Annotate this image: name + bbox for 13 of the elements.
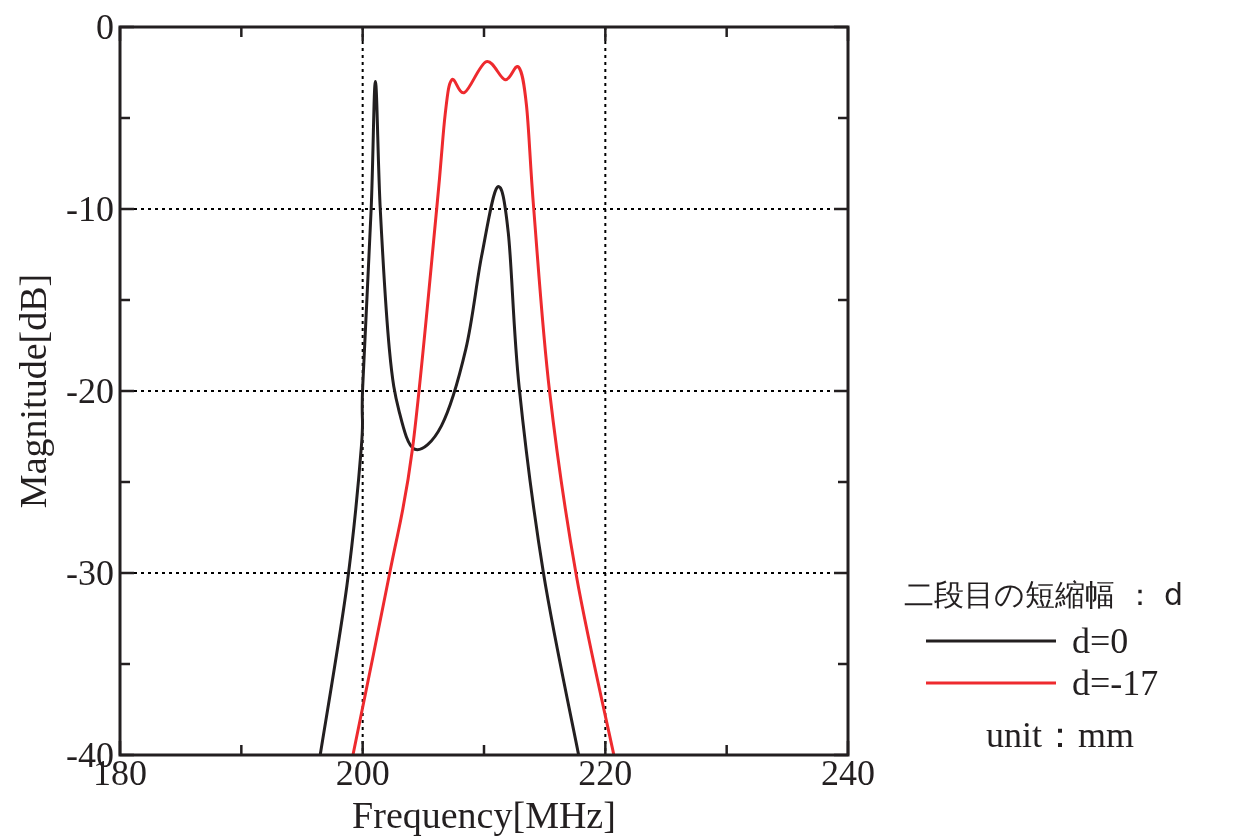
- x-tick-label: 200: [335, 753, 390, 793]
- x-axis-title: Frequency[MHz]: [352, 794, 616, 836]
- text: unit：mm: [985, 715, 1135, 755]
- legend-label: d=-17: [1072, 663, 1159, 703]
- y-tick-label: -10: [66, 189, 114, 229]
- y-tick-label: 0: [96, 7, 114, 47]
- y-tick-label: -20: [66, 371, 114, 411]
- y-axis-title: Magnitude[dB]: [12, 273, 54, 509]
- legend-title: 二段目の短縮幅 ： d: [904, 577, 1184, 612]
- y-tick-label: -30: [66, 553, 114, 593]
- x-tick-label: 220: [578, 753, 633, 793]
- legend-label: d=0: [1072, 621, 1129, 661]
- x-tick-label: 240: [821, 753, 875, 793]
